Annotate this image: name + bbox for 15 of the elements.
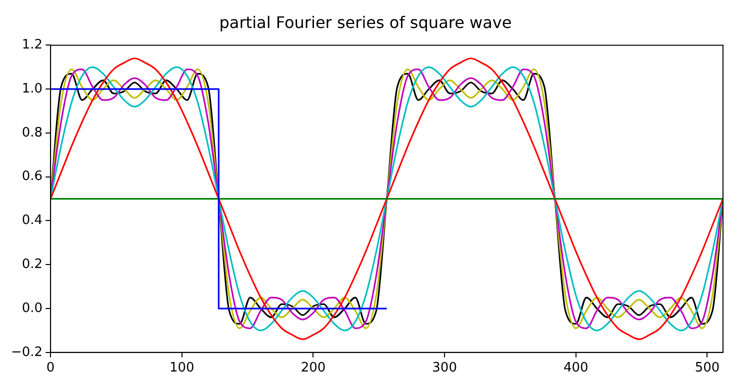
y-tick-label: 1.0 <box>22 81 43 96</box>
y-tick-label: 0.0 <box>22 300 43 316</box>
chart-title: partial Fourier series of square wave <box>219 12 512 32</box>
x-tick-label: 100 <box>169 360 194 376</box>
x-tick-label: 200 <box>300 360 326 376</box>
y-tick-label: 0.2 <box>22 257 43 272</box>
y-tick-label: 0.4 <box>22 213 43 228</box>
x-tick-label: 300 <box>432 360 457 376</box>
x-tick-label: 500 <box>694 360 720 376</box>
y-tick-label: 0.6 <box>22 169 43 184</box>
x-tick-label: 400 <box>563 360 588 376</box>
y-tick-label: −0.2 <box>10 344 43 360</box>
y-tick-label: 1.2 <box>22 38 43 53</box>
x-tick-label: 0 <box>46 360 55 376</box>
y-tick-label: 0.8 <box>22 125 43 140</box>
